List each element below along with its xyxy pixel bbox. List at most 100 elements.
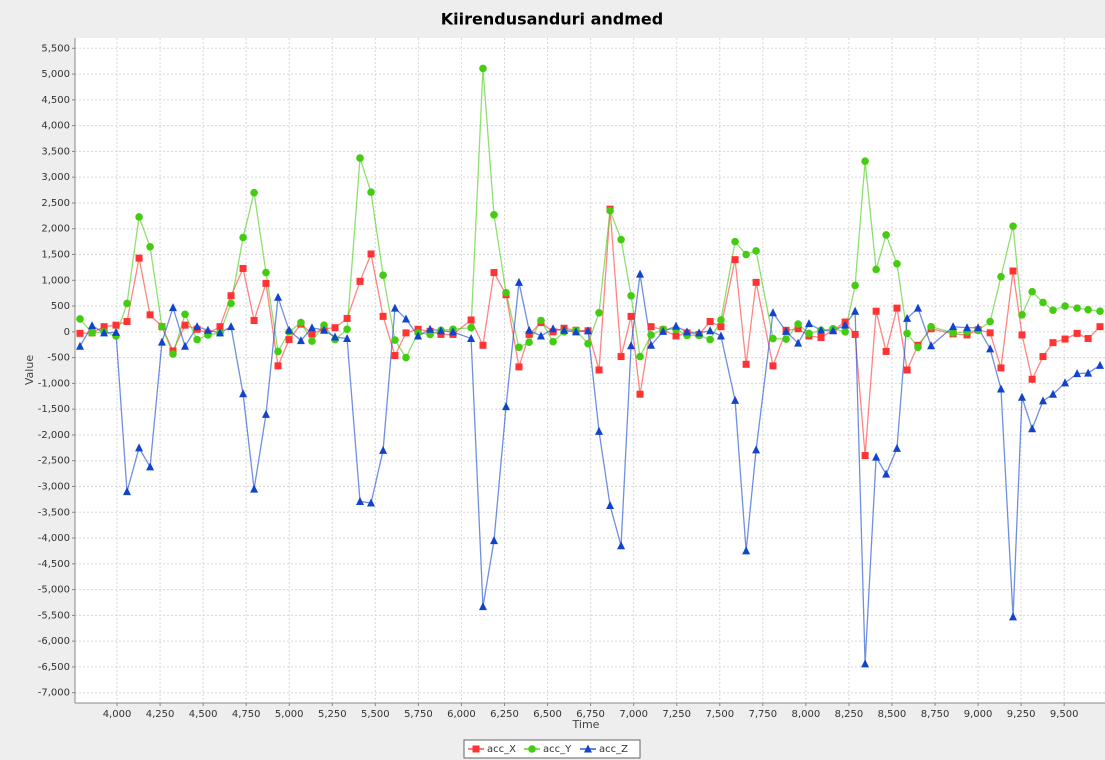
marker-square <box>595 366 603 374</box>
marker-triangle <box>1073 369 1082 378</box>
y-tick-label: -2,000 <box>38 430 70 441</box>
x-tick-label: 8,000 <box>792 709 821 720</box>
marker-triangle <box>695 328 704 337</box>
marker-square <box>391 352 399 360</box>
marker-square <box>216 323 224 331</box>
x-tick-label: 7,500 <box>705 709 734 720</box>
marker-circle <box>949 329 957 337</box>
y-tick-label: -1,000 <box>38 378 70 389</box>
marker-triangle <box>436 326 445 335</box>
marker-circle <box>927 322 935 331</box>
y-tick-label: 4,500 <box>41 95 70 106</box>
marker-triangle <box>683 327 692 336</box>
x-tick-label: 4,000 <box>103 709 132 720</box>
marker-circle <box>595 308 603 317</box>
marker-triangle <box>606 501 615 510</box>
marker-square <box>274 362 282 370</box>
marker-square <box>1028 375 1036 383</box>
marker-square <box>515 363 523 371</box>
x-tick-label: 7,000 <box>619 709 648 720</box>
marker-square <box>262 279 270 287</box>
marker-circle <box>297 318 305 327</box>
y-tick-label: 0 <box>64 327 70 338</box>
y-tick-label: 5,000 <box>41 69 70 80</box>
marker-circle <box>1084 305 1092 314</box>
marker-square <box>672 332 680 340</box>
marker-triangle <box>672 321 681 330</box>
marker-circle <box>490 211 498 219</box>
marker-square <box>1061 335 1069 343</box>
marker-triangle <box>320 325 329 334</box>
marker-triangle <box>100 328 109 337</box>
marker-triangle <box>274 292 283 301</box>
marker-circle <box>805 329 813 338</box>
x-tick-label: 8,250 <box>835 709 864 720</box>
marker-circle <box>320 321 328 329</box>
marker-circle <box>717 316 725 324</box>
marker-circle <box>528 745 536 753</box>
marker-square <box>227 292 235 300</box>
marker-triangle <box>203 325 212 334</box>
marker-circle <box>752 247 760 255</box>
y-tick-label: -6,500 <box>38 662 70 673</box>
marker-triangle <box>716 331 725 340</box>
x-tick-label: 5,500 <box>361 709 390 720</box>
marker-circle <box>343 325 351 334</box>
marker-triangle <box>986 344 995 353</box>
marker-square <box>250 316 258 324</box>
marker-triangle <box>872 452 881 461</box>
marker-square <box>135 254 143 262</box>
marker-circle <box>986 317 994 326</box>
marker-square <box>1039 353 1047 361</box>
marker-circle <box>606 206 614 215</box>
marker-triangle <box>1009 612 1018 621</box>
marker-square <box>717 323 725 331</box>
marker-square <box>769 362 777 370</box>
marker-triangle <box>817 325 826 334</box>
marker-triangle <box>647 340 656 349</box>
marker-triangle <box>157 337 166 346</box>
y-tick-label: 2,000 <box>41 224 70 235</box>
marker-circle <box>88 329 96 337</box>
marker-triangle <box>250 484 259 493</box>
y-tick-label: -5,000 <box>38 585 70 596</box>
marker-circle <box>274 347 282 356</box>
marker-triangle <box>549 324 558 333</box>
marker-square <box>479 341 487 349</box>
marker-triangle <box>829 326 838 335</box>
marker-triangle <box>168 303 177 312</box>
marker-circle <box>731 237 739 246</box>
marker-triangle <box>841 320 850 329</box>
y-tick-label: -3,000 <box>38 481 70 492</box>
x-tick-label: 5,250 <box>318 709 347 720</box>
marker-circle <box>515 343 523 352</box>
marker-triangle <box>146 462 155 471</box>
y-tick-label: 3,500 <box>41 146 70 157</box>
marker-circle <box>914 343 922 352</box>
marker-triangle <box>882 469 891 478</box>
x-tick-label: 5,000 <box>275 709 304 720</box>
marker-circle <box>181 310 189 319</box>
marker-triangle <box>627 341 636 350</box>
marker-square <box>861 452 869 460</box>
marker-triangle <box>88 321 97 330</box>
marker-circle <box>997 272 1005 281</box>
marker-circle <box>193 335 201 344</box>
marker-circle <box>1061 302 1069 310</box>
marker-circle <box>549 337 557 346</box>
y-tick-label: 1,000 <box>41 275 70 286</box>
marker-circle <box>584 339 592 348</box>
marker-square <box>752 278 760 286</box>
marker-square <box>490 269 498 277</box>
marker-square <box>893 304 901 312</box>
marker-square <box>627 312 635 320</box>
y-tick-label: 5,500 <box>41 43 70 54</box>
y-tick-label: -4,000 <box>38 533 70 544</box>
marker-triangle <box>752 445 761 454</box>
marker-square <box>331 324 339 332</box>
marker-square <box>817 334 825 342</box>
marker-triangle <box>1028 424 1037 433</box>
marker-triangle <box>390 303 399 312</box>
marker-circle <box>794 320 802 328</box>
